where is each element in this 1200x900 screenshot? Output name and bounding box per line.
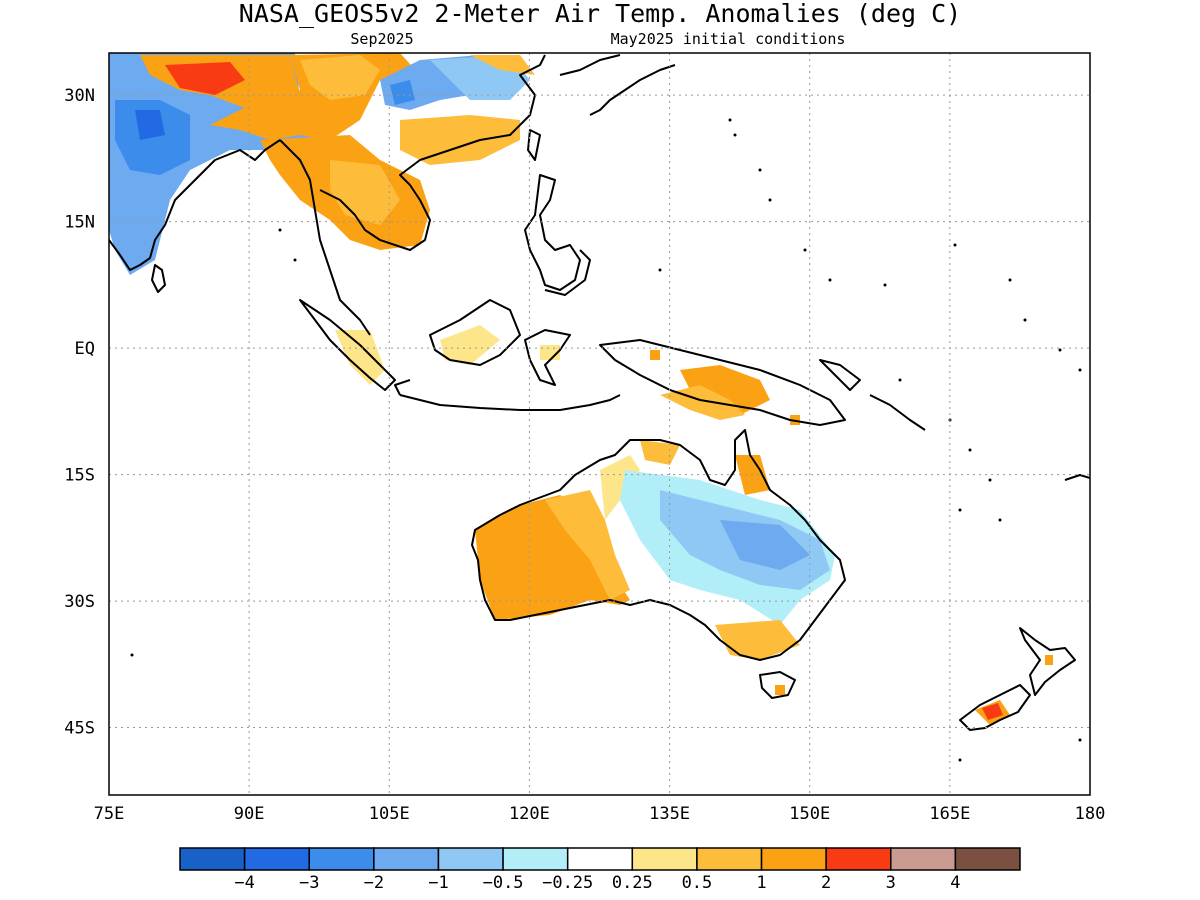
lat-tick-label: 30N — [64, 86, 95, 106]
colorbar-swatch — [502, 847, 569, 871]
colorbar-label: 2 — [821, 873, 831, 893]
colorbar-label: −4 — [234, 873, 254, 893]
colorbar-label: 0.25 — [612, 873, 653, 893]
lat-tick-label: 30S — [64, 592, 95, 612]
colorbar-swatch — [566, 847, 634, 871]
colorbar-swatch — [696, 847, 763, 871]
colorbar-label: −3 — [299, 873, 319, 893]
latitude-tick-labels: 30N 15N EQ 15S 30S 45S — [64, 86, 95, 738]
colorbar-swatch — [954, 847, 1021, 871]
coastlines — [109, 54, 1090, 731]
anomaly-shading-australia — [475, 440, 840, 695]
colorbar-label: 4 — [950, 873, 960, 893]
lon-tick-label: 90E — [234, 804, 265, 824]
map-area — [109, 53, 1090, 795]
graticule — [109, 53, 1090, 795]
colorbar: −4 −3 −2 −1 −0.5 −0.25 0.25 0.5 1 2 3 4 — [179, 847, 1021, 893]
colorbar-label: −1 — [428, 873, 448, 893]
colorbar-label: −0.5 — [483, 873, 524, 893]
colorbar-label: 1 — [756, 873, 766, 893]
colorbar-label: −2 — [364, 873, 384, 893]
lat-tick-label: 45S — [64, 719, 95, 739]
lat-tick-label: 15N — [64, 213, 95, 233]
lon-tick-label: 150E — [789, 804, 830, 824]
initial-conditions-label: May2025 initial conditions — [611, 30, 846, 48]
lon-tick-label: 105E — [369, 804, 410, 824]
lon-tick-label: 75E — [94, 804, 125, 824]
lon-tick-label: 180 — [1075, 804, 1106, 824]
colorbar-label: 0.5 — [682, 873, 713, 893]
pacific-islands — [130, 118, 1082, 762]
lon-tick-label: 135E — [649, 804, 690, 824]
colorbar-swatch — [437, 847, 504, 871]
colorbar-swatch — [890, 847, 957, 871]
valid-month-label: Sep2025 — [350, 30, 413, 48]
colorbar-swatch — [308, 847, 375, 871]
colorbar-swatch — [373, 847, 440, 871]
colorbar-swatch — [179, 847, 246, 871]
lon-tick-label: 165E — [929, 804, 970, 824]
longitude-tick-labels: 75E 90E 105E 120E 135E 150E 165E 180 — [94, 804, 1106, 824]
colorbar-swatch — [825, 847, 892, 871]
map-frame — [108, 52, 1091, 796]
lat-tick-label: EQ — [75, 339, 95, 359]
lon-tick-label: 120E — [509, 804, 550, 824]
colorbar-label: −0.25 — [542, 873, 593, 893]
lat-tick-label: 15S — [64, 466, 95, 486]
colorbar-swatch — [631, 847, 698, 871]
colorbar-swatch — [760, 847, 827, 871]
colorbar-label: 3 — [886, 873, 896, 893]
colorbar-swatch — [243, 847, 310, 871]
map-title: NASA_GEOS5v2 2-Meter Air Temp. Anomalies… — [239, 0, 961, 28]
